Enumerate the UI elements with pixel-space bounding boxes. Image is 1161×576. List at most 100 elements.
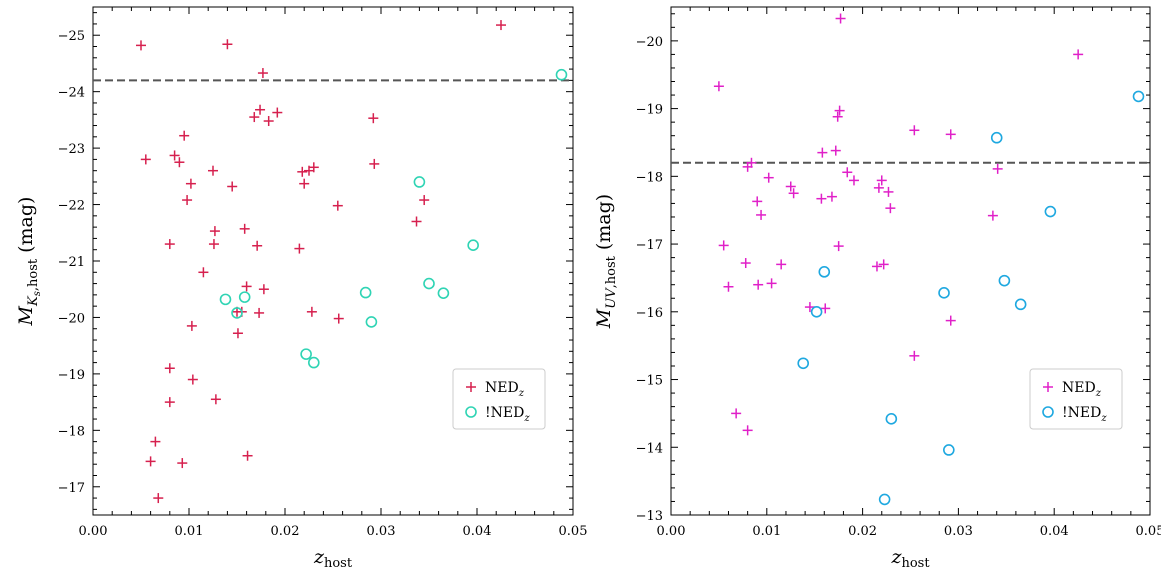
series-not-ned-z	[797, 90, 1145, 506]
y-axis-title: MUV,host (mag)	[593, 194, 619, 329]
y-axis-title-main: M	[593, 308, 615, 329]
plus-marker-point	[299, 178, 310, 189]
y-axis-title-sub-rest: ,host	[26, 258, 41, 291]
plus-marker-point	[239, 223, 250, 234]
legend-label: !NEDz	[485, 405, 530, 424]
x-tick-label: 0.01	[175, 524, 204, 539]
plus-marker-point	[992, 163, 1003, 174]
y-axis-title-sub2: s	[32, 291, 43, 296]
y-tick-label: −19	[58, 368, 85, 383]
plus-marker-point	[333, 313, 344, 324]
legend: NEDz!NEDz	[452, 368, 546, 430]
y-tick-label: −18	[636, 170, 663, 185]
circle-marker-point	[810, 305, 823, 318]
x-tick-label: 0.02	[271, 524, 300, 539]
plus-marker-point	[294, 243, 305, 254]
y-tick-label: −19	[636, 103, 663, 118]
legend-label-main: NED	[485, 380, 519, 396]
circle-marker-point	[1132, 90, 1145, 103]
plus-marker-point	[817, 147, 828, 158]
circle-marker-point	[231, 307, 243, 319]
plus-marker-point	[179, 130, 190, 141]
series-ned-z	[136, 20, 506, 504]
x-tick-label: 0.05	[559, 524, 588, 539]
y-tick-label: −16	[636, 306, 663, 321]
x-tick-label: 0.04	[1040, 524, 1069, 539]
plus-marker-point	[713, 81, 724, 92]
plus-marker-point	[368, 113, 379, 124]
plus-marker-point	[763, 172, 774, 183]
x-axis-title: zhost	[313, 546, 353, 571]
legend: NEDz!NEDz	[1029, 368, 1123, 430]
plus-marker-point	[169, 150, 180, 161]
plus-marker-point	[883, 186, 894, 197]
x-axis-title-sub: host	[324, 556, 353, 571]
circle-marker-point	[307, 356, 320, 369]
plus-marker-point	[150, 436, 161, 447]
x-tick-label: 0.04	[463, 524, 492, 539]
x-tick-label: 0.01	[752, 524, 781, 539]
x-tick-label: 0.00	[657, 524, 686, 539]
plot-frame	[670, 6, 1151, 516]
plus-marker-point	[254, 307, 265, 318]
plus-marker-point	[140, 154, 151, 165]
plus-marker-point	[833, 241, 844, 252]
x-axis-title-main: z	[313, 546, 325, 568]
circle-marker-point	[943, 444, 955, 456]
plus-marker-point	[785, 181, 796, 192]
plus-marker-point	[257, 68, 268, 79]
plus-marker-point	[297, 166, 308, 177]
plus-marker-point	[848, 175, 859, 186]
plus-marker-point	[788, 188, 799, 199]
plus-marker-point	[756, 209, 767, 220]
plus-marker-point	[876, 175, 887, 186]
plus-marker-point	[909, 350, 920, 361]
circle-marker-point	[885, 413, 898, 425]
x-tick-label: 0.02	[848, 524, 877, 539]
series-ned-z	[713, 13, 1084, 436]
y-tick-label: −25	[58, 29, 85, 44]
plus-marker-point	[174, 157, 185, 168]
y-axis-title-unit: (mag)	[593, 194, 615, 256]
plus-marker-point	[153, 493, 164, 504]
plus-marker-point	[830, 145, 841, 156]
plus-marker-point	[308, 162, 319, 173]
circle-marker-point	[938, 287, 950, 299]
circle-marker-point	[1044, 205, 1057, 218]
plus-marker-point	[832, 111, 843, 122]
plus-marker-point	[945, 129, 956, 140]
circle-marker-point	[359, 286, 372, 299]
plus-marker-point	[306, 306, 317, 317]
plus-marker-point	[987, 210, 998, 221]
plus-marker-point	[746, 157, 757, 168]
plus-marker-point	[332, 200, 343, 211]
y-tick-label: −15	[636, 374, 663, 389]
y-tick-label: −22	[58, 199, 85, 214]
legend-label-main: !NED	[1062, 405, 1101, 421]
x-axis-title-sub: host	[901, 556, 930, 571]
plus-marker-point	[885, 203, 896, 214]
plus-marker-point	[909, 125, 920, 136]
plus-marker-point	[945, 315, 956, 326]
circle-marker-point	[300, 348, 312, 360]
plus-marker-point	[753, 279, 764, 290]
circle-marker-point	[219, 293, 232, 306]
y-tick-label: −20	[58, 311, 85, 326]
plus-marker-point	[249, 112, 260, 123]
plus-marker-point	[776, 259, 787, 270]
plus-marker-point	[369, 158, 380, 169]
circle-marker-point	[413, 176, 426, 188]
x-tick-label: 0.05	[1136, 524, 1161, 539]
plus-marker-point	[820, 303, 831, 314]
plus-marker-point	[731, 408, 742, 419]
legend-label-main: !NED	[485, 405, 524, 421]
y-axis-title-sub: K	[26, 295, 41, 307]
y-tick-label: −24	[58, 86, 85, 101]
x-axis-title-main: z	[890, 546, 902, 568]
plus-marker-point	[227, 181, 238, 192]
legend-circle-marker	[1042, 406, 1054, 418]
plus-marker-point	[842, 167, 853, 178]
circle-marker-point	[878, 493, 891, 506]
circle-marker-point	[990, 131, 1003, 144]
y-tick-label: −21	[58, 255, 85, 270]
